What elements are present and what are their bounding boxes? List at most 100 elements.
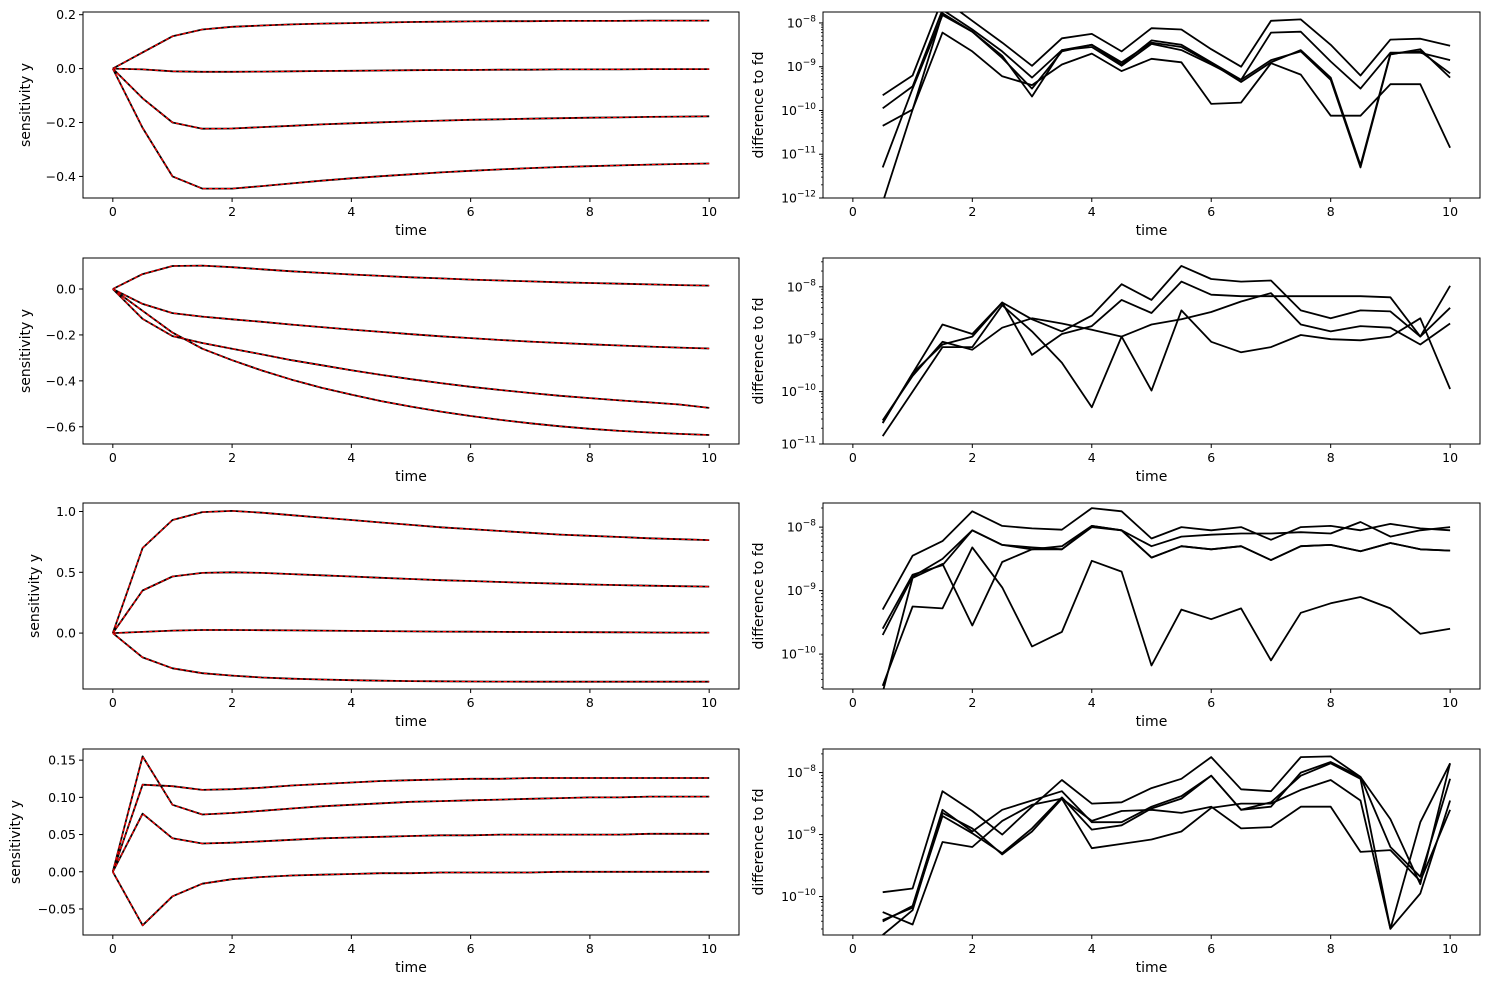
x-tick-label: 0 — [849, 941, 857, 956]
y-tick-label: 0.05 — [48, 827, 76, 842]
y-tick-label: 10−8 — [787, 519, 816, 535]
x-tick-label: 6 — [1207, 941, 1215, 956]
series-line-1 — [112, 288, 710, 350]
axes-frame — [82, 748, 740, 936]
y-tick-label: 10−11 — [781, 436, 816, 452]
plot-area — [112, 264, 710, 436]
x-tick-label: 8 — [1327, 450, 1335, 465]
x-tick-label: 8 — [586, 204, 594, 219]
y-tick-label: 10−12 — [781, 190, 816, 206]
series-line-3 — [112, 288, 710, 436]
x-tick-label: 4 — [1088, 450, 1096, 465]
series-dashed-overlay-0 — [112, 777, 710, 872]
x-axis-label: time — [395, 223, 427, 239]
plot-area — [111, 754, 710, 927]
series-dashed-overlay-1 — [112, 754, 710, 872]
axes-frame — [822, 257, 1481, 445]
series-line-2 — [881, 292, 1451, 421]
x-tick-label: 10 — [1442, 941, 1458, 956]
series-line-2 — [112, 67, 710, 130]
x-tick-label: 0 — [849, 695, 857, 710]
series-line-0 — [882, 12, 1451, 96]
x-tick-label: 4 — [1088, 941, 1096, 956]
axes-frame — [82, 11, 740, 199]
subplot-4: 0 2 4 6 8 10 0.0 0.5 1.0 time sensitivity y — [27, 502, 740, 730]
x-tick-label: 4 — [347, 941, 355, 956]
y-tick-label: 0.10 — [48, 790, 76, 805]
series-line-3 — [112, 632, 710, 683]
series-line-1 — [881, 521, 1451, 630]
x-tick-label: 0 — [109, 695, 117, 710]
x-tick-label: 2 — [968, 450, 976, 465]
x-axis-label: time — [1136, 714, 1168, 730]
series-dashed-overlay-2 — [112, 812, 710, 873]
y-tick-label: −0.2 — [46, 115, 76, 130]
series-dashed-overlay-3 — [112, 632, 710, 683]
x-tick-label: 10 — [1442, 204, 1458, 219]
x-tick-label: 6 — [467, 695, 475, 710]
series-line-0 — [111, 777, 710, 873]
y-axis-label: difference to fd — [751, 297, 767, 404]
series-dashed-overlay-0 — [112, 20, 710, 70]
y-tick-label: −0.05 — [38, 901, 76, 916]
series-line-2 — [882, 12, 1451, 169]
x-tick-label: 6 — [467, 204, 475, 219]
x-tick-label: 8 — [1327, 941, 1335, 956]
series-line-1 — [112, 67, 710, 73]
y-tick-label: −0.4 — [46, 169, 76, 184]
x-tick-label: 2 — [968, 695, 976, 710]
y-tick-label: −0.2 — [46, 327, 76, 342]
y-tick-label: −0.6 — [46, 419, 76, 434]
subplot-5: 0 2 4 6 8 10 10−10 10−9 10−8 time difference to fd — [751, 502, 1481, 730]
x-tick-label: 10 — [701, 941, 717, 956]
series-line-2 — [882, 797, 1451, 926]
x-tick-label: 0 — [849, 450, 857, 465]
series-line-3 — [881, 304, 1451, 437]
x-axis-label: time — [1136, 960, 1168, 976]
series-line-0 — [882, 755, 1451, 894]
series-line-0 — [112, 19, 710, 70]
series-dashed-overlay-3 — [112, 871, 710, 927]
y-tick-label: 0.0 — [56, 626, 76, 641]
y-tick-label: 10−8 — [787, 764, 816, 780]
x-tick-label: 4 — [1088, 204, 1096, 219]
axes-frame — [822, 11, 1481, 199]
series-line-4 — [882, 762, 1451, 930]
x-tick-label: 8 — [586, 941, 594, 956]
series-line-4 — [881, 546, 1451, 687]
y-tick-label: 1.0 — [56, 504, 76, 519]
series-dashed-overlay-1 — [112, 288, 710, 350]
y-tick-label: 10−10 — [781, 383, 816, 399]
y-tick-label: 10−8 — [787, 14, 816, 30]
y-axis-label: difference to fd — [751, 51, 767, 158]
y-tick-label: 0.5 — [56, 565, 76, 580]
subplot-0: 0 2 4 6 8 10 −0.4 −0.2 0.0 0.2 time sensitivity y — [18, 7, 740, 239]
y-tick-label: 0.15 — [48, 753, 76, 768]
series-line-1 — [881, 280, 1451, 424]
x-tick-label: 4 — [347, 450, 355, 465]
x-tick-label: 6 — [1207, 695, 1215, 710]
x-tick-label: 6 — [1207, 450, 1215, 465]
y-axis-label: sensitivity y — [8, 800, 24, 884]
x-tick-label: 4 — [347, 695, 355, 710]
y-tick-label: 10−10 — [781, 102, 816, 118]
subplot-1: 0 2 4 6 8 10 10−12 10−11 10−10 10−9 10−8 time differ… — [751, 11, 1481, 239]
x-tick-label: 10 — [1442, 695, 1458, 710]
plot-area — [881, 265, 1451, 437]
series-dashed-overlay-2 — [112, 629, 710, 634]
x-tick-label: 2 — [228, 204, 236, 219]
y-tick-label: 10−9 — [787, 826, 816, 842]
y-axis-label: difference to fd — [751, 542, 767, 649]
series-dashed-overlay-3 — [112, 68, 710, 190]
series-dashed-overlay-2 — [112, 288, 710, 409]
subplot-2: 0 2 4 6 8 10 −0.6 −0.4 −0.2 0.0 time sensitivity y — [18, 257, 740, 485]
x-tick-label: 10 — [701, 450, 717, 465]
x-tick-label: 8 — [1327, 204, 1335, 219]
x-tick-label: 2 — [968, 941, 976, 956]
axes-frame — [82, 502, 740, 690]
series-dashed-overlay-0 — [112, 510, 710, 634]
plot-area — [111, 510, 710, 683]
y-axis-label: difference to fd — [751, 788, 767, 895]
plot-area — [881, 12, 1451, 198]
plot-area — [111, 19, 710, 190]
